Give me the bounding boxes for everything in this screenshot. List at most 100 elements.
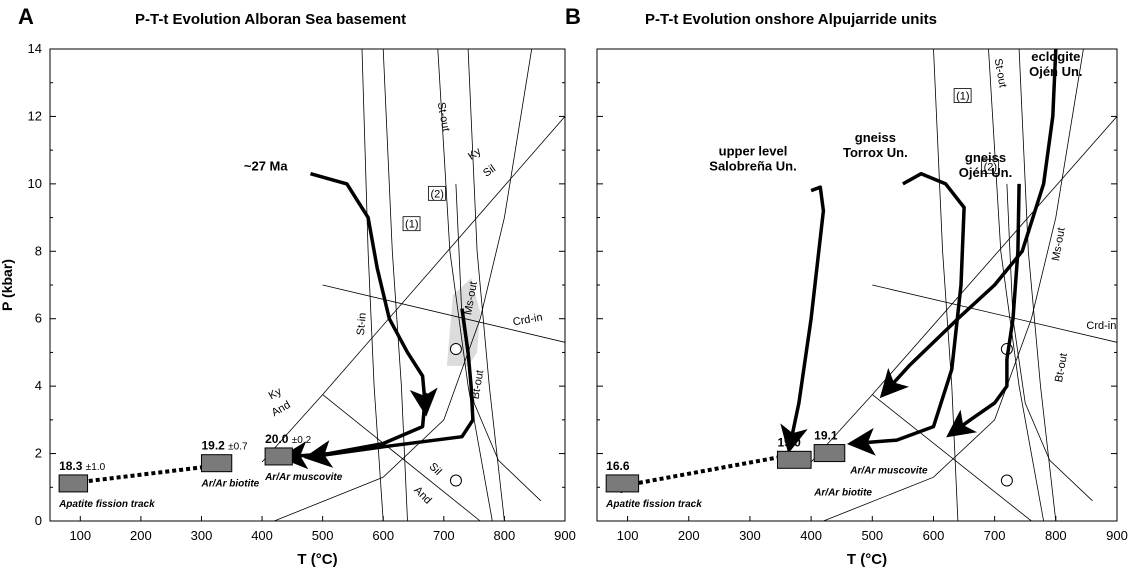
x-tick-label: 100 <box>617 528 639 543</box>
cooling-path <box>72 461 233 485</box>
age-box <box>264 447 293 466</box>
ptt-path-label: ~27 Ma <box>244 158 288 173</box>
ptt-path <box>279 392 428 470</box>
reaction-line-st-out <box>437 49 493 521</box>
age-value: 18.3 ±1.0 <box>59 459 106 473</box>
reaction-label: Ky <box>466 145 484 162</box>
y-tick-label: 10 <box>28 176 42 191</box>
reaction-label: Crd-in <box>512 311 544 328</box>
reaction-line--2- <box>467 49 505 521</box>
chart-title: P-T-t Evolution Alboran Sea basement <box>135 11 406 28</box>
x-tick-label: 500 <box>312 528 334 543</box>
x-tick-label: 600 <box>923 528 945 543</box>
x-tick-label: 500 <box>861 528 883 543</box>
x-axis-label: T (°C) <box>847 551 887 568</box>
x-tick-label: 600 <box>372 528 394 543</box>
reaction-line--2- <box>1018 49 1057 521</box>
ptt-path-label: Salobreña Un. <box>709 158 796 173</box>
ptt-path <box>780 185 826 454</box>
reaction-label: And <box>411 484 433 506</box>
x-tick-label: 300 <box>191 528 213 543</box>
ptt-path-label: upper level <box>719 143 788 158</box>
age-value: 16.6 <box>606 459 630 473</box>
age-value: 19.2 ±0.7 <box>201 439 248 453</box>
age-value: 19.1 <box>814 429 838 443</box>
age-value: 20.0 ±0.2 <box>265 432 312 446</box>
x-tick-label: 400 <box>800 528 822 543</box>
x-tick-label: 800 <box>1045 528 1067 543</box>
y-tick-label: 2 <box>35 446 42 461</box>
age-box <box>605 474 640 493</box>
x-tick-label: 400 <box>251 528 273 543</box>
age-box-label: Apatite fission track <box>58 499 155 510</box>
reaction-label: St-out <box>435 101 452 132</box>
reaction-line-ky-sil <box>871 116 1117 395</box>
reaction-line--1- <box>382 49 408 521</box>
x-tick-label: 800 <box>494 528 516 543</box>
reaction-label-box <box>981 158 1000 174</box>
x-tick-label: 900 <box>554 528 576 543</box>
reaction-label: Sil <box>427 461 444 478</box>
ptt-path-label: Ojén Un. <box>959 165 1012 180</box>
plot-area <box>810 49 1117 521</box>
ptt-path <box>946 183 1021 438</box>
reaction-line--1- <box>933 49 959 521</box>
reaction-label: Crd-in <box>1086 320 1116 332</box>
y-tick-label: 8 <box>35 243 42 258</box>
x-tick-label: 300 <box>739 528 761 543</box>
reaction-label: St-out <box>992 58 1009 89</box>
y-tick-label: 4 <box>35 378 42 393</box>
ptt-path <box>310 172 438 417</box>
reaction-label: Bt-out <box>1053 352 1070 383</box>
ptt-path <box>846 171 966 456</box>
age-box-label: Ar/Ar muscovite <box>849 466 928 477</box>
reaction-label: Sil <box>481 163 498 180</box>
panel-letter: B <box>565 4 581 29</box>
ptt-path-label: gneiss <box>855 130 896 145</box>
ptt-path-label: Ojén Un. <box>1029 64 1082 79</box>
age-box-label: Apatite fission track <box>605 499 702 510</box>
age-box-label: Ar/Ar biotite <box>200 479 259 490</box>
x-tick-label: 200 <box>130 528 152 543</box>
reaction-line-ky-sil <box>322 116 565 395</box>
reaction-label: (2) <box>984 161 997 173</box>
reference-point <box>449 474 462 487</box>
chart-title: P-T-t Evolution onshore Alpujarride unit… <box>645 11 937 28</box>
x-tick-label: 700 <box>433 528 455 543</box>
reaction-line-sil-and <box>322 394 481 521</box>
reaction-line-st-out <box>988 49 1044 521</box>
age-error: ±1.0 <box>86 462 106 473</box>
reaction-label-box <box>402 216 421 232</box>
reaction-label-box <box>953 88 972 103</box>
age-box <box>776 450 812 469</box>
reaction-label: (1) <box>405 219 418 231</box>
reaction-label: Ms-out <box>462 281 480 316</box>
reaction-line-bt-out <box>1006 183 1093 502</box>
age-box <box>200 454 233 473</box>
plot-area <box>261 49 565 521</box>
age-box <box>813 444 846 463</box>
plot-frame <box>596 48 1118 522</box>
reaction-label-box <box>428 185 446 201</box>
ptt-path-label: eclogite <box>1031 49 1080 64</box>
reaction-line-st-in <box>361 49 384 521</box>
ptt-path-label: gneiss <box>965 150 1006 165</box>
panel-a: A P-T-t Evolution Alboran Sea basement100… <box>0 4 576 568</box>
reaction-line-sil-and <box>872 394 1032 521</box>
panel-letter: A <box>18 4 34 29</box>
x-tick-label: 900 <box>1106 528 1128 543</box>
age-error: ±0.2 <box>292 435 312 446</box>
reference-point <box>449 343 462 356</box>
y-tick-label: 0 <box>35 513 42 528</box>
ptt-path <box>879 48 1058 399</box>
age-box <box>58 474 89 493</box>
age-box-label: Ar/Ar biotite <box>813 487 872 498</box>
reaction-label: Bt-out <box>469 369 486 400</box>
age-error: ±0.7 <box>228 442 248 453</box>
reaction-label: Ms-out <box>1050 227 1068 262</box>
x-tick-label: 100 <box>69 528 91 543</box>
reaction-label: St-in <box>355 312 369 336</box>
plot-frame <box>49 48 566 522</box>
reaction-line-ms-out <box>823 49 1084 521</box>
